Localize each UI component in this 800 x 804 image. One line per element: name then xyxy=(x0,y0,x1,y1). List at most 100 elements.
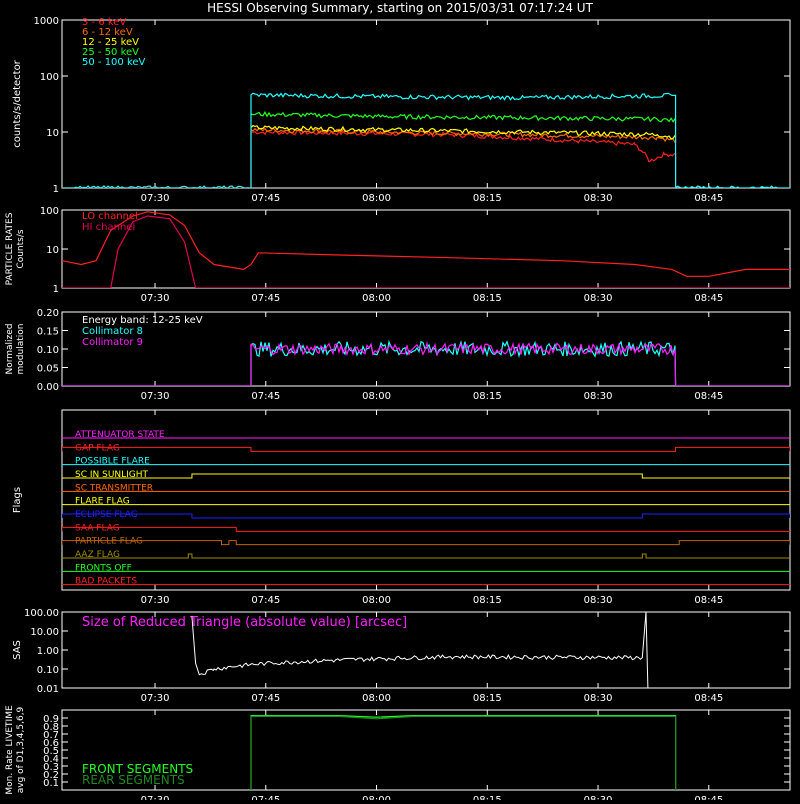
livetime-panel: 07:3007:4508:0008:1508:3008:450.10.20.30… xyxy=(5,705,791,804)
x-tick-label: 08:30 xyxy=(584,795,613,800)
y-tick-label: 0.15 xyxy=(37,327,59,338)
y-tick-label: 0.01 xyxy=(37,684,59,695)
y-axis-label: Flags xyxy=(12,487,23,513)
x-tick-label: 08:15 xyxy=(473,795,502,800)
modulation-panel: 07:30 07:45 08:00 08:15 08:30 08:45 0.00 0.05 0.… xyxy=(5,308,791,402)
flag-label: PARTICLE FLAG xyxy=(75,537,143,547)
legend-entry: Collimator 9 xyxy=(82,337,143,348)
series-line xyxy=(62,92,790,188)
particle-rates-plot xyxy=(62,211,790,288)
y-tick-label: 0.05 xyxy=(37,364,59,375)
y-tick-label: 0.3 xyxy=(43,762,59,773)
y-tick-label: 0.10 xyxy=(37,345,59,356)
flag-label: FLARE FLAG xyxy=(75,497,130,507)
x-tick-label: 08:15 xyxy=(473,595,502,606)
flag-label: ATTENUATOR STATE xyxy=(75,430,165,440)
y-tick-label: 0.9 xyxy=(43,714,59,725)
series-line xyxy=(62,129,677,188)
x-tick-label: 08:00 xyxy=(362,595,391,606)
y-tick-label: 0.00 xyxy=(37,382,59,393)
flag-label: SAA FLAG xyxy=(75,523,120,533)
flag-label: BAD PACKETS xyxy=(75,577,137,587)
y-tick-label: 0.5 xyxy=(43,746,59,757)
count-rates-panel: 07:30 07:45 08:00 08:15 08:30 08:45 1 10 100 1000… xyxy=(12,16,791,204)
particle-rates-panel: 07:30 07:45 08:00 08:15 08:30 08:45 1 10 100 PART… xyxy=(5,206,791,304)
x-tick-label: 07:45 xyxy=(251,391,280,402)
x-tick-label: 08:15 xyxy=(473,693,502,704)
flags-panel: 07:30 07:45 08:00 08:15 08:30 08:45 Flags ATTEN… xyxy=(12,409,791,606)
x-tick-label: 07:45 xyxy=(251,193,280,204)
x-tick-label: 08:45 xyxy=(694,693,723,704)
legend-entry: Collimator 8 xyxy=(82,326,143,337)
x-tick-label: 07:30 xyxy=(141,391,170,402)
x-tick-label: 08:30 xyxy=(584,391,613,402)
x-tick-label: 07:45 xyxy=(251,795,280,800)
annotation: Size of Reduced Triangle (absolute value… xyxy=(82,615,407,630)
x-tick-label: 08:00 xyxy=(362,391,391,402)
y-tick-label: 100.00 xyxy=(24,608,59,619)
flag-label: ECLIPSE FLAG xyxy=(75,510,138,520)
y-tick-label: 0.1 xyxy=(43,778,59,789)
x-tick-label: 08:30 xyxy=(584,595,613,606)
y-tick-label: 100 xyxy=(40,206,59,217)
x-tick-label: 08:15 xyxy=(473,193,502,204)
flag-label: POSSIBLE FLARE xyxy=(75,457,150,467)
series-line xyxy=(62,339,790,386)
flag-line xyxy=(62,473,790,479)
y-axis-label: counts/s/detector xyxy=(12,59,23,147)
x-tick-label: 07:45 xyxy=(251,595,280,606)
x-tick-label: 08:15 xyxy=(473,293,502,304)
x-tick-label: 08:30 xyxy=(584,193,613,204)
livetime-plot xyxy=(250,714,677,790)
chart-title: HESSI Observing Summary, starting on 201… xyxy=(207,1,593,15)
legend-entry: 25 - 50 keV xyxy=(82,47,139,58)
annotation: Energy band: 12-25 keV xyxy=(82,315,203,326)
sas-plot xyxy=(191,612,649,688)
flag-line xyxy=(62,540,790,546)
y-axis-label-line: Counts/s xyxy=(16,229,26,268)
count-rates-plot xyxy=(62,92,790,188)
x-tick-label: 08:45 xyxy=(694,795,723,800)
x-tick-label: 08:00 xyxy=(362,293,391,304)
x-tick-label: 08:00 xyxy=(362,795,391,800)
flag-label: GAP FLAG xyxy=(75,443,120,453)
flag-label: AAZ FLAG xyxy=(75,550,120,560)
flag-line xyxy=(62,526,790,532)
x-tick-label: 08:45 xyxy=(694,595,723,606)
y-axis-label-line: modulation xyxy=(16,324,26,375)
legend-entry: 50 - 100 keV xyxy=(82,57,146,68)
y-tick-label: 0.2 xyxy=(43,770,59,781)
y-axis-label: SAS xyxy=(12,640,23,660)
y-axis-label-line: PARTICLE RATES xyxy=(5,212,15,285)
y-tick-label: 1.00 xyxy=(37,646,59,657)
flag-label: SC TRANSMITTER xyxy=(75,483,153,493)
series-line xyxy=(250,715,677,790)
series-line xyxy=(250,714,677,790)
flag-label: SC IN SUNLIGHT xyxy=(75,470,149,480)
x-tick-label: 07:30 xyxy=(141,693,170,704)
y-tick-label: 0.4 xyxy=(43,754,59,765)
x-tick-label: 07:30 xyxy=(141,595,170,606)
x-tick-label: 08:45 xyxy=(694,391,723,402)
x-tick-label: 08:00 xyxy=(362,693,391,704)
x-tick-label: 08:30 xyxy=(584,693,613,704)
x-tick-label: 07:30 xyxy=(141,293,170,304)
y-axis-label-line: Normalized xyxy=(5,323,15,374)
legend-entry: 6 - 12 keV xyxy=(82,27,133,38)
legend-entry: HI channel xyxy=(82,222,135,233)
y-tick-label: 0.20 xyxy=(37,308,59,319)
series-line xyxy=(62,211,790,277)
sas-panel: 07:30 07:45 08:00 08:15 08:30 08:45 0.01 0.10 1.… xyxy=(12,608,791,704)
flag-label: FRONTS OFF xyxy=(75,563,132,573)
flags-frame xyxy=(61,409,791,591)
series-line xyxy=(250,124,677,140)
series-line xyxy=(62,215,790,288)
modulation-plot xyxy=(62,339,790,386)
x-tick-label: 08:30 xyxy=(584,293,613,304)
x-tick-label: 07:30 xyxy=(141,193,170,204)
x-tick-label: 08:15 xyxy=(473,391,502,402)
x-tick-label: 08:00 xyxy=(362,193,391,204)
y-tick-label: 10 xyxy=(46,245,59,256)
